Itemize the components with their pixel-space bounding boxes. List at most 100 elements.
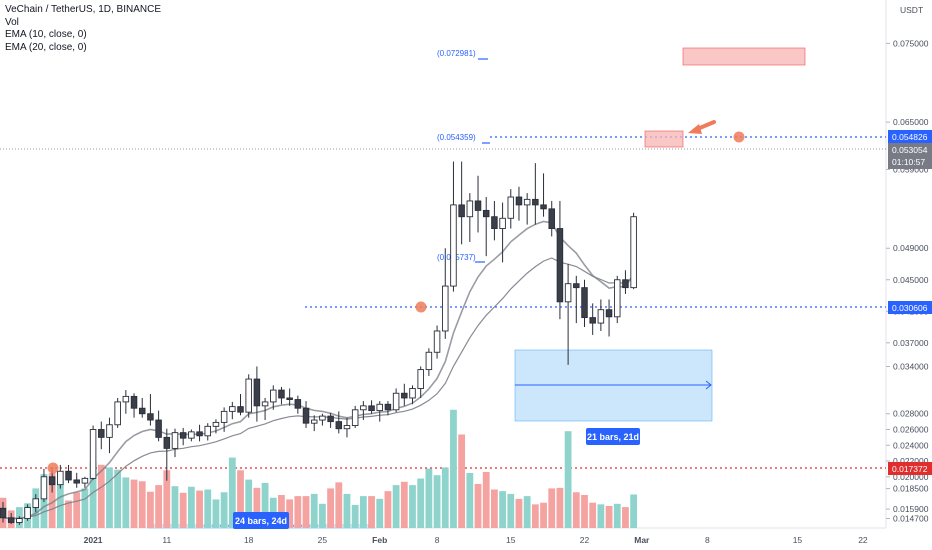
volume-bar — [368, 496, 375, 528]
volume-bar — [310, 493, 318, 528]
volume-bar — [466, 473, 474, 528]
volume-bar — [548, 488, 556, 528]
volume-bar — [171, 486, 179, 528]
pointer-arrow-icon[interactable] — [688, 124, 702, 134]
time-tick-label: Mar — [634, 535, 650, 545]
candle-body — [98, 429, 105, 438]
candle — [81, 476, 89, 488]
candle — [360, 401, 367, 421]
time-axis[interactable]: 2021 11 18 25 Feb 8 15 22 Mar 8 15 22 — [84, 535, 868, 545]
volume-bar — [441, 467, 449, 528]
candle-body — [270, 389, 277, 403]
candle — [179, 427, 187, 446]
candle — [310, 415, 318, 432]
ema10-line — [2, 220, 635, 520]
volume-bar — [155, 485, 163, 528]
candle — [229, 401, 236, 420]
candle-body — [261, 401, 269, 407]
candle — [319, 413, 326, 426]
legend-ema10[interactable]: EMA (10, close, 0) — [5, 29, 87, 40]
price-tick-label: 0.014700 — [893, 514, 929, 524]
tag-level-mid — [888, 301, 932, 314]
candle — [433, 325, 441, 359]
volume-bar — [130, 479, 138, 528]
candle — [278, 386, 285, 405]
level-label-upper: (0.054359) — [437, 133, 476, 142]
price-axis[interactable]: 0.075000 0.065000 0.059000 0.049000 0.045000… — [886, 38, 929, 524]
marker-dot-mid[interactable] — [415, 301, 427, 313]
time-tick-label: 25 — [318, 535, 328, 545]
candle — [482, 197, 490, 257]
volume-bar — [335, 482, 343, 528]
currency-label: USDT — [900, 5, 923, 15]
volume-bar — [163, 470, 171, 528]
candle — [188, 429, 195, 442]
candle — [351, 405, 359, 428]
candle-body — [237, 406, 244, 413]
candle — [73, 472, 80, 488]
candle-body — [163, 436, 171, 449]
candle — [491, 200, 498, 241]
marker-dot-high[interactable] — [733, 131, 745, 143]
candle-body — [65, 470, 72, 481]
candle — [57, 464, 64, 489]
price-tick-label: 0.015900 — [893, 504, 929, 514]
candle-body — [507, 196, 515, 219]
candle — [417, 366, 424, 398]
price-tick-label: 0.018500 — [893, 484, 929, 494]
candle-body — [204, 425, 211, 437]
target-zone-box[interactable] — [682, 47, 806, 66]
volume-bar — [204, 489, 212, 528]
volume-bar — [106, 467, 113, 528]
time-tick-label: 8 — [435, 535, 440, 545]
candle-body — [442, 285, 449, 332]
candle — [474, 175, 482, 233]
candle-body — [147, 413, 154, 421]
candle-body — [138, 407, 146, 415]
volume-bar — [572, 492, 580, 528]
candle — [442, 248, 449, 339]
legend-volume[interactable]: Vol — [5, 16, 19, 28]
volume-bar — [581, 495, 588, 528]
candle-body — [597, 309, 605, 324]
volume-bar — [56, 480, 64, 528]
measure-label-right[interactable] — [586, 428, 640, 445]
candle-body — [433, 330, 441, 353]
candle-body — [540, 204, 547, 210]
candle — [163, 428, 171, 481]
candle-body — [360, 405, 367, 411]
candle-body — [188, 431, 195, 439]
entry-zone-box[interactable] — [644, 130, 684, 148]
candle — [155, 410, 162, 442]
volume-bar — [597, 504, 605, 528]
candle — [98, 421, 105, 450]
tag-level-mid-text: 0.030606 — [892, 303, 928, 313]
price-tick-label: 0.045000 — [893, 275, 929, 285]
time-tick-label: 15 — [506, 535, 516, 545]
volume-bar — [474, 484, 482, 528]
candle-body — [16, 518, 23, 523]
candle — [286, 388, 293, 406]
volume-bar — [212, 499, 220, 528]
candle — [204, 423, 211, 441]
marker-dot-low[interactable] — [47, 462, 59, 474]
candle-body — [89, 429, 97, 479]
volume-bar — [302, 496, 310, 528]
volume-bar — [286, 499, 294, 528]
candle-body — [179, 432, 187, 439]
volume-bar — [220, 492, 228, 528]
volume-bar — [409, 485, 416, 528]
legend-symbol[interactable]: VeChain / TetherUS, 1D, BINANCE — [5, 4, 161, 15]
candles — [0, 161, 637, 525]
ema20-line — [2, 257, 634, 519]
time-tick-label: 15 — [793, 535, 803, 545]
measure-label-left[interactable] — [233, 512, 289, 529]
candle — [122, 390, 130, 414]
candle-body — [106, 424, 113, 438]
legend-ema20[interactable]: EMA (20, close, 0) — [5, 41, 87, 53]
candle-body — [40, 476, 48, 500]
candle-body — [523, 198, 531, 206]
candle-body — [73, 479, 80, 484]
time-tick-label: 11 — [162, 535, 171, 545]
